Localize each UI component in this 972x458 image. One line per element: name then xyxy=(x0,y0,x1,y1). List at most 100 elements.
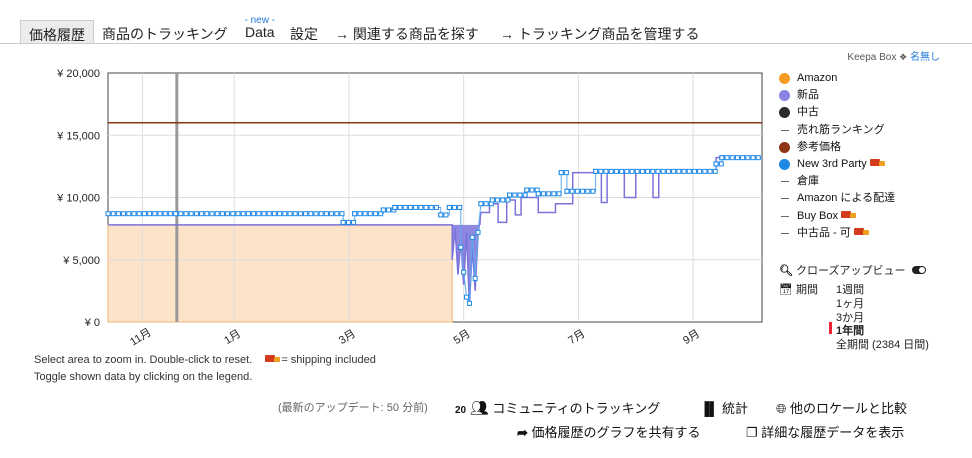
series-new-3rd-party-marker xyxy=(590,188,596,194)
legend-label: New 3rd Party xyxy=(797,156,886,172)
series-new-3rd-party-marker xyxy=(386,207,392,213)
series-new-3rd-party-marker xyxy=(603,168,609,174)
series-new-3rd-party-marker xyxy=(483,201,489,207)
share-graph-link[interactable]: ➦ 価格履歴のグラフを共有する xyxy=(517,422,701,441)
y-tick-label: ¥ 10,000 xyxy=(56,193,100,205)
series-new-3rd-party-marker xyxy=(551,191,557,197)
series-new-3rd-party-marker xyxy=(457,204,463,210)
series-new-3rd-party-marker xyxy=(655,168,661,174)
bar-chart-icon: ▐▌ xyxy=(700,401,719,416)
new-badge: - new - xyxy=(244,15,276,26)
series-new-3rd-party-marker xyxy=(546,191,552,197)
series-new-3rd-party-marker xyxy=(413,204,419,210)
series-new-3rd-party-marker xyxy=(475,229,481,235)
series-new-3rd-party-marker xyxy=(671,168,677,174)
truck-icon xyxy=(265,354,281,364)
community-count: 20 xyxy=(455,405,467,416)
series-new-3rd-party-marker xyxy=(173,211,179,217)
diamond-icon: ❖ xyxy=(899,52,908,62)
legend-label: 中古 xyxy=(797,106,819,119)
series-new-3rd-party-marker xyxy=(277,211,283,217)
series-new-3rd-party-marker xyxy=(734,155,740,161)
tab-manage-tracking[interactable]: → トラッキング商品を管理する xyxy=(500,26,700,42)
series-new-3rd-party-marker xyxy=(713,161,719,167)
series-new-3rd-party-marker xyxy=(219,211,225,217)
series-new-3rd-party-marker xyxy=(271,211,277,217)
series-new-3rd-party-marker xyxy=(665,168,671,174)
series-new-3rd-party-marker xyxy=(472,275,478,281)
series-new-3rd-party-marker xyxy=(225,211,231,217)
x-tick-label: 9月 xyxy=(681,328,702,347)
period-option[interactable]: 1週間 xyxy=(836,284,865,296)
keepa-box-label: Keepa Box xyxy=(847,52,897,63)
series-new-3rd-party-marker xyxy=(563,170,569,176)
closeup-control[interactable]: 🔍︎ クローズアップビュー xyxy=(779,262,926,278)
magnifier-icon: 🔍︎ xyxy=(779,265,793,277)
compare-locales-link[interactable]: 🌐︎ 他のロケールと比較 xyxy=(776,398,907,417)
series-new-3rd-party-marker xyxy=(352,211,358,217)
x-tick-label: 11月 xyxy=(128,326,153,348)
series-new-3rd-party-marker xyxy=(478,201,484,207)
series-new-3rd-party-marker xyxy=(755,155,761,161)
series-new-3rd-party-marker xyxy=(367,211,373,217)
series-new-3rd-party-marker xyxy=(214,211,220,217)
legend-label: 新品 xyxy=(797,89,819,102)
community-tracking-link[interactable]: 20 👥︎ コミュニティのトラッキング xyxy=(455,398,660,417)
series-new-3rd-party-marker xyxy=(540,191,546,197)
user-link[interactable]: 名無し xyxy=(910,52,940,63)
series-new-3rd-party-marker xyxy=(433,204,439,210)
period-option[interactable]: 3か月 xyxy=(836,311,865,324)
series-new-3rd-party-marker xyxy=(681,168,687,174)
series-new-3rd-party-marker xyxy=(110,211,116,217)
y-tick-label: ¥ 0 xyxy=(84,317,100,329)
tab-price-history[interactable]: 価格履歴 xyxy=(20,20,94,43)
period-option[interactable]: 1年間 xyxy=(836,325,865,338)
legend-marker xyxy=(781,215,789,217)
series-new-3rd-party-marker xyxy=(522,192,528,198)
series-new-3rd-party-marker xyxy=(152,211,158,217)
statistics-link[interactable]: ▐▌ 統計 xyxy=(700,398,748,417)
series-new-3rd-party-marker xyxy=(147,211,153,217)
y-tick-label: ¥ 20,000 xyxy=(56,68,100,80)
tab-related-products[interactable]: → 関連する商品を探す xyxy=(335,26,479,42)
series-new-3rd-party-marker xyxy=(686,168,692,174)
shipping-note-text: = shipping included xyxy=(281,354,376,366)
closeup-label: クローズアップビュー xyxy=(796,265,906,277)
legend-marker xyxy=(779,73,790,84)
series-new-3rd-party-marker xyxy=(121,211,127,217)
period-option[interactable]: 全期間 (2384 日間) xyxy=(836,339,929,352)
detailed-data-link[interactable]: ❐ 詳細な履歴データを表示 xyxy=(746,422,904,441)
series-new-3rd-party-marker xyxy=(464,294,470,300)
series-new-3rd-party-marker xyxy=(178,211,184,217)
series-new-3rd-party-marker xyxy=(585,188,591,194)
series-new-3rd-party-marker xyxy=(702,168,708,174)
series-new-3rd-party-marker xyxy=(438,212,444,218)
series-new-3rd-party-marker xyxy=(489,197,495,203)
legend-marker xyxy=(781,232,789,234)
calendar-icon: 📅︎ xyxy=(779,284,793,296)
series-new-3rd-party-marker xyxy=(580,188,586,194)
series-new-3rd-party-marker xyxy=(339,211,345,217)
truck-icon xyxy=(869,158,886,168)
tab-tracking[interactable]: 商品のトラッキング xyxy=(102,26,228,42)
period-option[interactable]: 1ヶ月 xyxy=(836,297,865,310)
series-new-3rd-party-marker xyxy=(407,204,413,210)
series-new-3rd-party-marker xyxy=(251,211,257,217)
tab-settings[interactable]: 設定 xyxy=(290,26,318,42)
closeup-toggle[interactable] xyxy=(911,266,926,274)
series-new-3rd-party-marker xyxy=(345,219,351,225)
series-new-3rd-party-marker xyxy=(397,204,403,210)
series-new-3rd-party-marker xyxy=(740,155,746,161)
tab-bar: 価格履歴 商品のトラッキング - new - Data 設定 → 関連する商品を… xyxy=(0,15,972,44)
x-tick-label: 7月 xyxy=(566,328,587,347)
selected-period-indicator xyxy=(829,322,832,334)
series-new-3rd-party-marker xyxy=(750,155,756,161)
series-amazon-area xyxy=(107,224,453,323)
x-tick-label: 1月 xyxy=(222,328,243,347)
tab-data[interactable]: - new - Data xyxy=(245,15,276,40)
series-new-3rd-party-marker xyxy=(676,168,682,174)
series-new-3rd-party-marker xyxy=(634,168,640,174)
legend-label: 倉庫 xyxy=(797,175,819,188)
series-new-3rd-party-marker xyxy=(240,211,246,217)
